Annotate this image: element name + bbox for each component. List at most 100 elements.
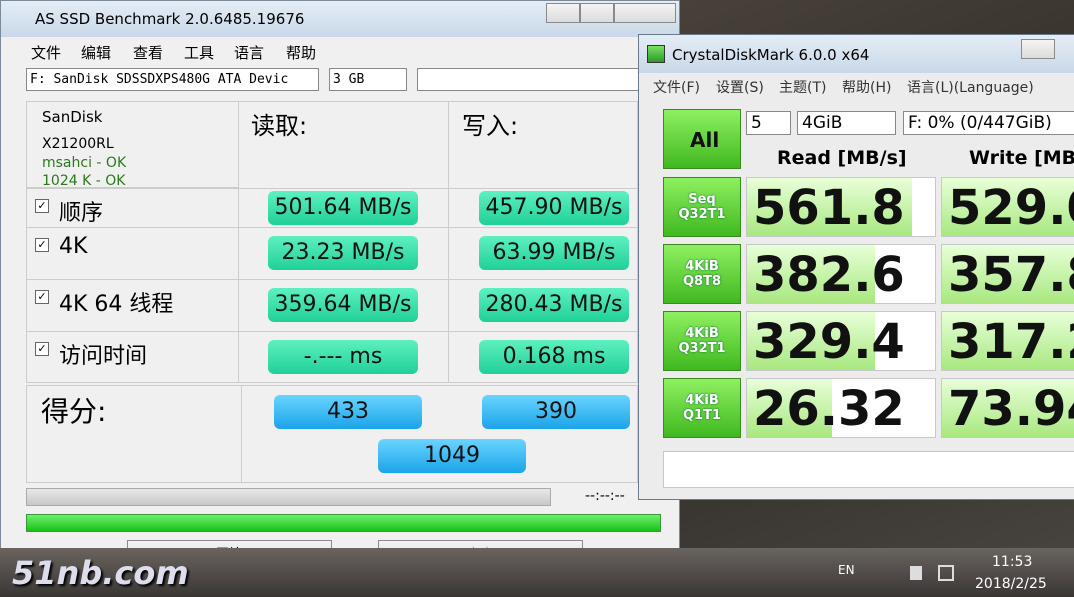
maximize[interactable] [580,3,614,23]
title: AS SSD Benchmark 2.0.6485.19676 [35,10,305,28]
read-header: Read [MB/s] [777,147,907,169]
write-value: 63.99 MB/s [479,236,629,270]
menu-item[interactable]: 编辑 [81,44,112,62]
progress-bar [26,488,551,506]
write-header: 写入: [462,112,519,140]
read-meter [747,245,875,303]
test-name: 4KiB [685,393,719,408]
menu-bar: 文件(F) 设置(S) 主题(T) 帮助(H) 语言(L)(Language) [639,75,1074,97]
menu-item[interactable]: 设置(S) [716,80,764,96]
info-line: SanDisk [42,108,103,126]
write-cell: 529.0 [941,177,1074,237]
row-label: 4K 64 线程 [59,292,174,317]
row-line [27,188,637,189]
rows: SeqQ32T1561.8529.04KiBQ8T8382.6357.84KiB… [639,35,1074,499]
comment-box[interactable] [663,451,1074,488]
test-button[interactable]: 4KiB Q32T1 [663,311,741,371]
menu-bar: 文件 编辑 查看 工具 语言 帮助 [1,39,679,63]
app-icon [647,45,665,63]
write-header: Write [MB/s] [969,147,1074,169]
result-panel: SanDisk X21200RL msahci - OK 1024 K - OK… [26,101,638,383]
taskbar: 51nb.com EN 11:53 2018/2/25 [0,548,1074,597]
read-value: 329.4 [753,314,905,370]
menu-item[interactable]: 语言(L)(Language) [907,80,1034,96]
info: SanDisk X21200RL msahci - OK 1024 K - OK [27,102,239,188]
score-read: 433 [274,395,422,429]
menu-item[interactable]: 查看 [133,44,164,62]
read-meter [747,312,875,370]
write-meter [942,379,1074,437]
minimize[interactable] [1021,39,1055,59]
test-params: Q1T1 [682,408,721,423]
count: 5 [751,113,762,133]
test-button[interactable]: 4KiB Q8T8 [663,244,741,304]
checkbox: ✓ [35,199,49,213]
read-value: 23.23 MB/s [268,236,418,270]
clock-date[interactable]: 2018/2/25 [975,576,1047,592]
read-value: 501.64 MB/s [268,190,418,225]
drive-select[interactable]: F: 0% (0/447GiB) [903,111,1074,135]
all-label: All [690,128,720,152]
read-value: 561.8 [753,180,905,236]
as-ssd-window: AS SSD Benchmark 2.0.6485.19676 文件 编辑 查看… [0,0,680,564]
menu-item[interactable]: 帮助(H) [842,80,892,96]
checkbox: ✓ [35,238,49,252]
drive: F: SanDisk SDSSDXPS480G ATA Devic [30,72,289,87]
write-meter [942,312,1074,370]
write-cell: 317.2 [941,311,1074,371]
close[interactable] [614,3,676,23]
write-value: 0.168 ms [479,340,629,374]
menu-item[interactable]: 帮助 [286,44,317,62]
write-meter [942,178,1074,236]
menu-item[interactable]: 语言 [234,44,265,62]
menu-item[interactable]: 文件(F) [653,80,700,96]
write-value: 73.94 [948,381,1074,437]
title-bar: AS SSD Benchmark 2.0.6485.19676 [1,1,679,37]
read-meter [747,178,913,236]
checkbox: ✓ [35,342,49,356]
size-select[interactable]: 4GiB [797,111,896,135]
elapsed-time: --:--:-- [585,488,625,504]
test-button[interactable]: Seq Q32T1 [663,177,741,237]
col-line [448,102,449,382]
size-select[interactable]: 3 GB [329,68,407,91]
write-value: 280.43 MB/s [479,288,629,322]
title: CrystalDiskMark 6.0.0 x64 [672,46,870,64]
crystal-window: CrystalDiskMark 6.0.0 x64 文件(F) 设置(S) 主题… [638,34,1074,500]
read-value: 26.32 [753,381,905,437]
network-icon[interactable] [938,565,954,581]
read-value: 359.64 MB/s [268,288,418,322]
read-header: 读取: [251,112,308,140]
test-button[interactable]: 4KiB Q1T1 [663,378,741,438]
write-cell: 357.8 [941,244,1074,304]
write-cell: 73.94 [941,378,1074,438]
read-meter [747,379,832,437]
score-line [241,386,242,482]
score-total: 1049 [378,439,526,473]
menu-item[interactable]: 文件 [31,44,62,62]
menu-item[interactable]: 工具 [184,44,215,62]
col-line [238,102,239,382]
test-params: Q8T8 [682,274,721,289]
row-label: 访问时间 [59,344,148,369]
minimize[interactable] [546,3,580,23]
score-write: 390 [482,395,630,429]
language[interactable]: EN [838,563,855,577]
read-cell: 382.6 [746,244,936,304]
drive-select[interactable]: F: SanDisk SDSSDXPS480G ATA Devic [26,68,319,91]
read-cell: 561.8 [746,177,936,237]
count-select[interactable]: 5 [746,111,791,135]
test-params: Q32T1 [678,341,726,356]
info-line: 1024 K - OK [42,173,126,188]
rows: ✓ 顺序 501.64 MB/s 457.90 MB/s ✓ 4K 23.23 MB/s 63… [27,102,637,382]
row-label: 4K [59,234,88,259]
clock-time[interactable]: 11:53 [992,554,1033,570]
menu-item[interactable]: 主题(T) [779,80,827,96]
drive: F: 0% (0/447GiB) [908,113,1052,133]
row-label: 顺序 [59,201,104,226]
all-button[interactable]: All [663,109,741,169]
write-value: 457.90 MB/s [479,190,629,225]
test-name: 4KiB [685,326,719,341]
volume-icon[interactable] [910,566,922,580]
